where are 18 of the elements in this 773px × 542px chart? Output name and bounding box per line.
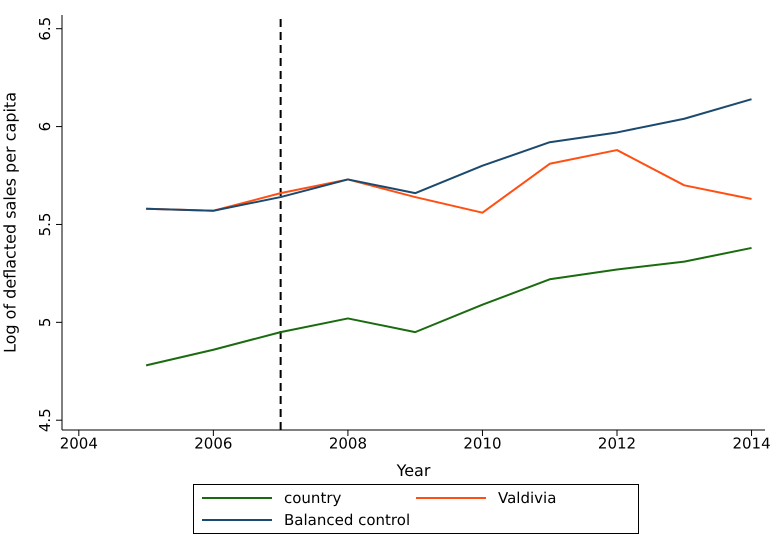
line-series: [145, 98, 753, 212]
x-tick-label: 2008: [328, 434, 368, 453]
y-tick-label: 4.5: [36, 408, 54, 432]
x-tick-label: 2004: [60, 434, 98, 453]
legend-label: country: [284, 488, 342, 509]
x-axis-title: Year: [396, 461, 431, 480]
legend-label: Balanced control: [284, 510, 410, 531]
x-tick-label: 2014: [732, 434, 771, 453]
line-series: [145, 246, 753, 366]
x-tick-label: 2010: [463, 434, 502, 453]
y-tick-label: 6.5: [36, 16, 54, 41]
x-tick-label: 2012: [598, 434, 636, 453]
y-tick-label: 6: [36, 122, 54, 132]
x-tick-label: 2006: [194, 434, 232, 453]
y-axis-title: Log of deflacted sales per capita: [0, 92, 20, 354]
legend-label: Valdivia: [498, 488, 556, 509]
y-tick-label: 5.5: [36, 212, 54, 236]
y-tick-label: 5: [36, 318, 54, 328]
